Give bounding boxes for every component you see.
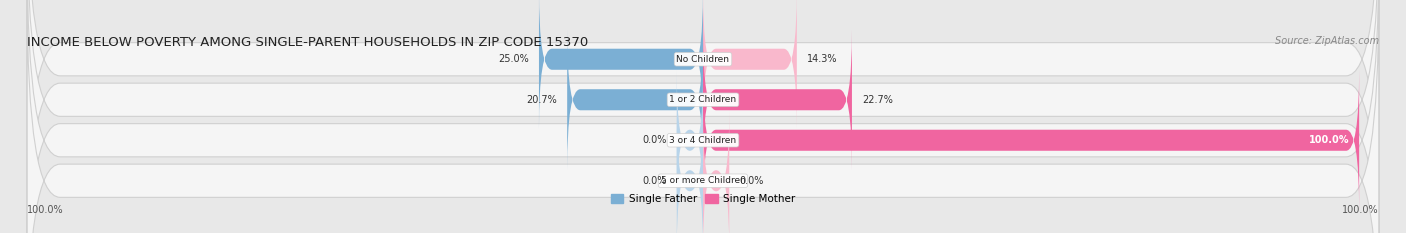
FancyBboxPatch shape — [676, 110, 703, 233]
FancyBboxPatch shape — [27, 0, 1379, 233]
Text: 22.7%: 22.7% — [862, 95, 893, 105]
Legend: Single Father, Single Mother: Single Father, Single Mother — [607, 190, 799, 208]
Text: 14.3%: 14.3% — [807, 54, 837, 64]
FancyBboxPatch shape — [676, 70, 703, 211]
Text: INCOME BELOW POVERTY AMONG SINGLE-PARENT HOUSEHOLDS IN ZIP CODE 15370: INCOME BELOW POVERTY AMONG SINGLE-PARENT… — [27, 36, 589, 49]
Text: 1 or 2 Children: 1 or 2 Children — [669, 95, 737, 104]
Text: 100.0%: 100.0% — [1343, 205, 1379, 215]
FancyBboxPatch shape — [27, 0, 1379, 233]
FancyBboxPatch shape — [538, 0, 703, 130]
Text: No Children: No Children — [676, 55, 730, 64]
FancyBboxPatch shape — [703, 29, 852, 170]
Text: 5 or more Children: 5 or more Children — [661, 176, 745, 185]
FancyBboxPatch shape — [703, 70, 1360, 211]
FancyBboxPatch shape — [27, 0, 1379, 233]
Text: Source: ZipAtlas.com: Source: ZipAtlas.com — [1275, 36, 1379, 46]
Text: 0.0%: 0.0% — [740, 176, 763, 186]
FancyBboxPatch shape — [703, 0, 797, 130]
Text: 25.0%: 25.0% — [498, 54, 529, 64]
Text: 0.0%: 0.0% — [643, 135, 666, 145]
Text: 100.0%: 100.0% — [1309, 135, 1350, 145]
Text: 0.0%: 0.0% — [643, 176, 666, 186]
FancyBboxPatch shape — [567, 29, 703, 170]
FancyBboxPatch shape — [703, 110, 730, 233]
FancyBboxPatch shape — [27, 0, 1379, 233]
Text: 20.7%: 20.7% — [527, 95, 557, 105]
Text: 100.0%: 100.0% — [27, 205, 63, 215]
Text: 3 or 4 Children: 3 or 4 Children — [669, 136, 737, 145]
